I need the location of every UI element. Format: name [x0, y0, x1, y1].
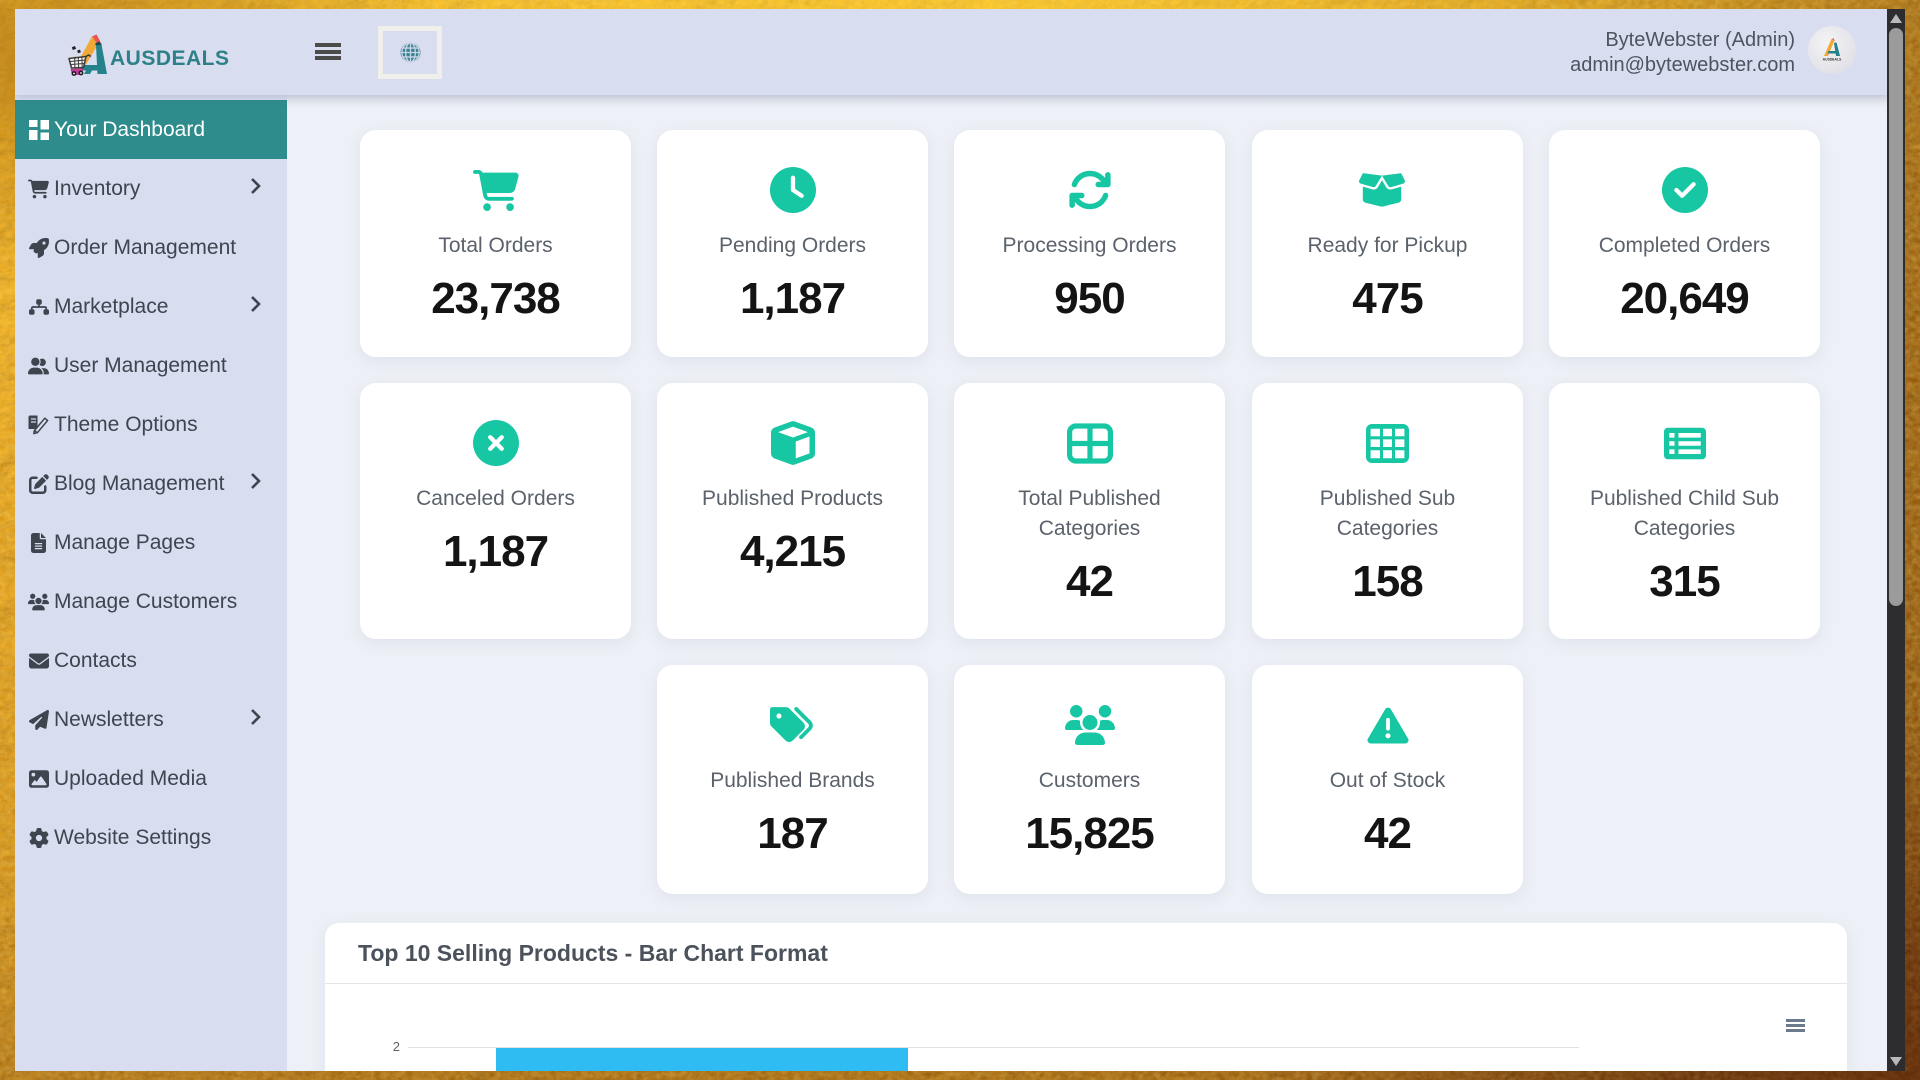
- svg-text:AUSDEALS: AUSDEALS: [1823, 58, 1842, 62]
